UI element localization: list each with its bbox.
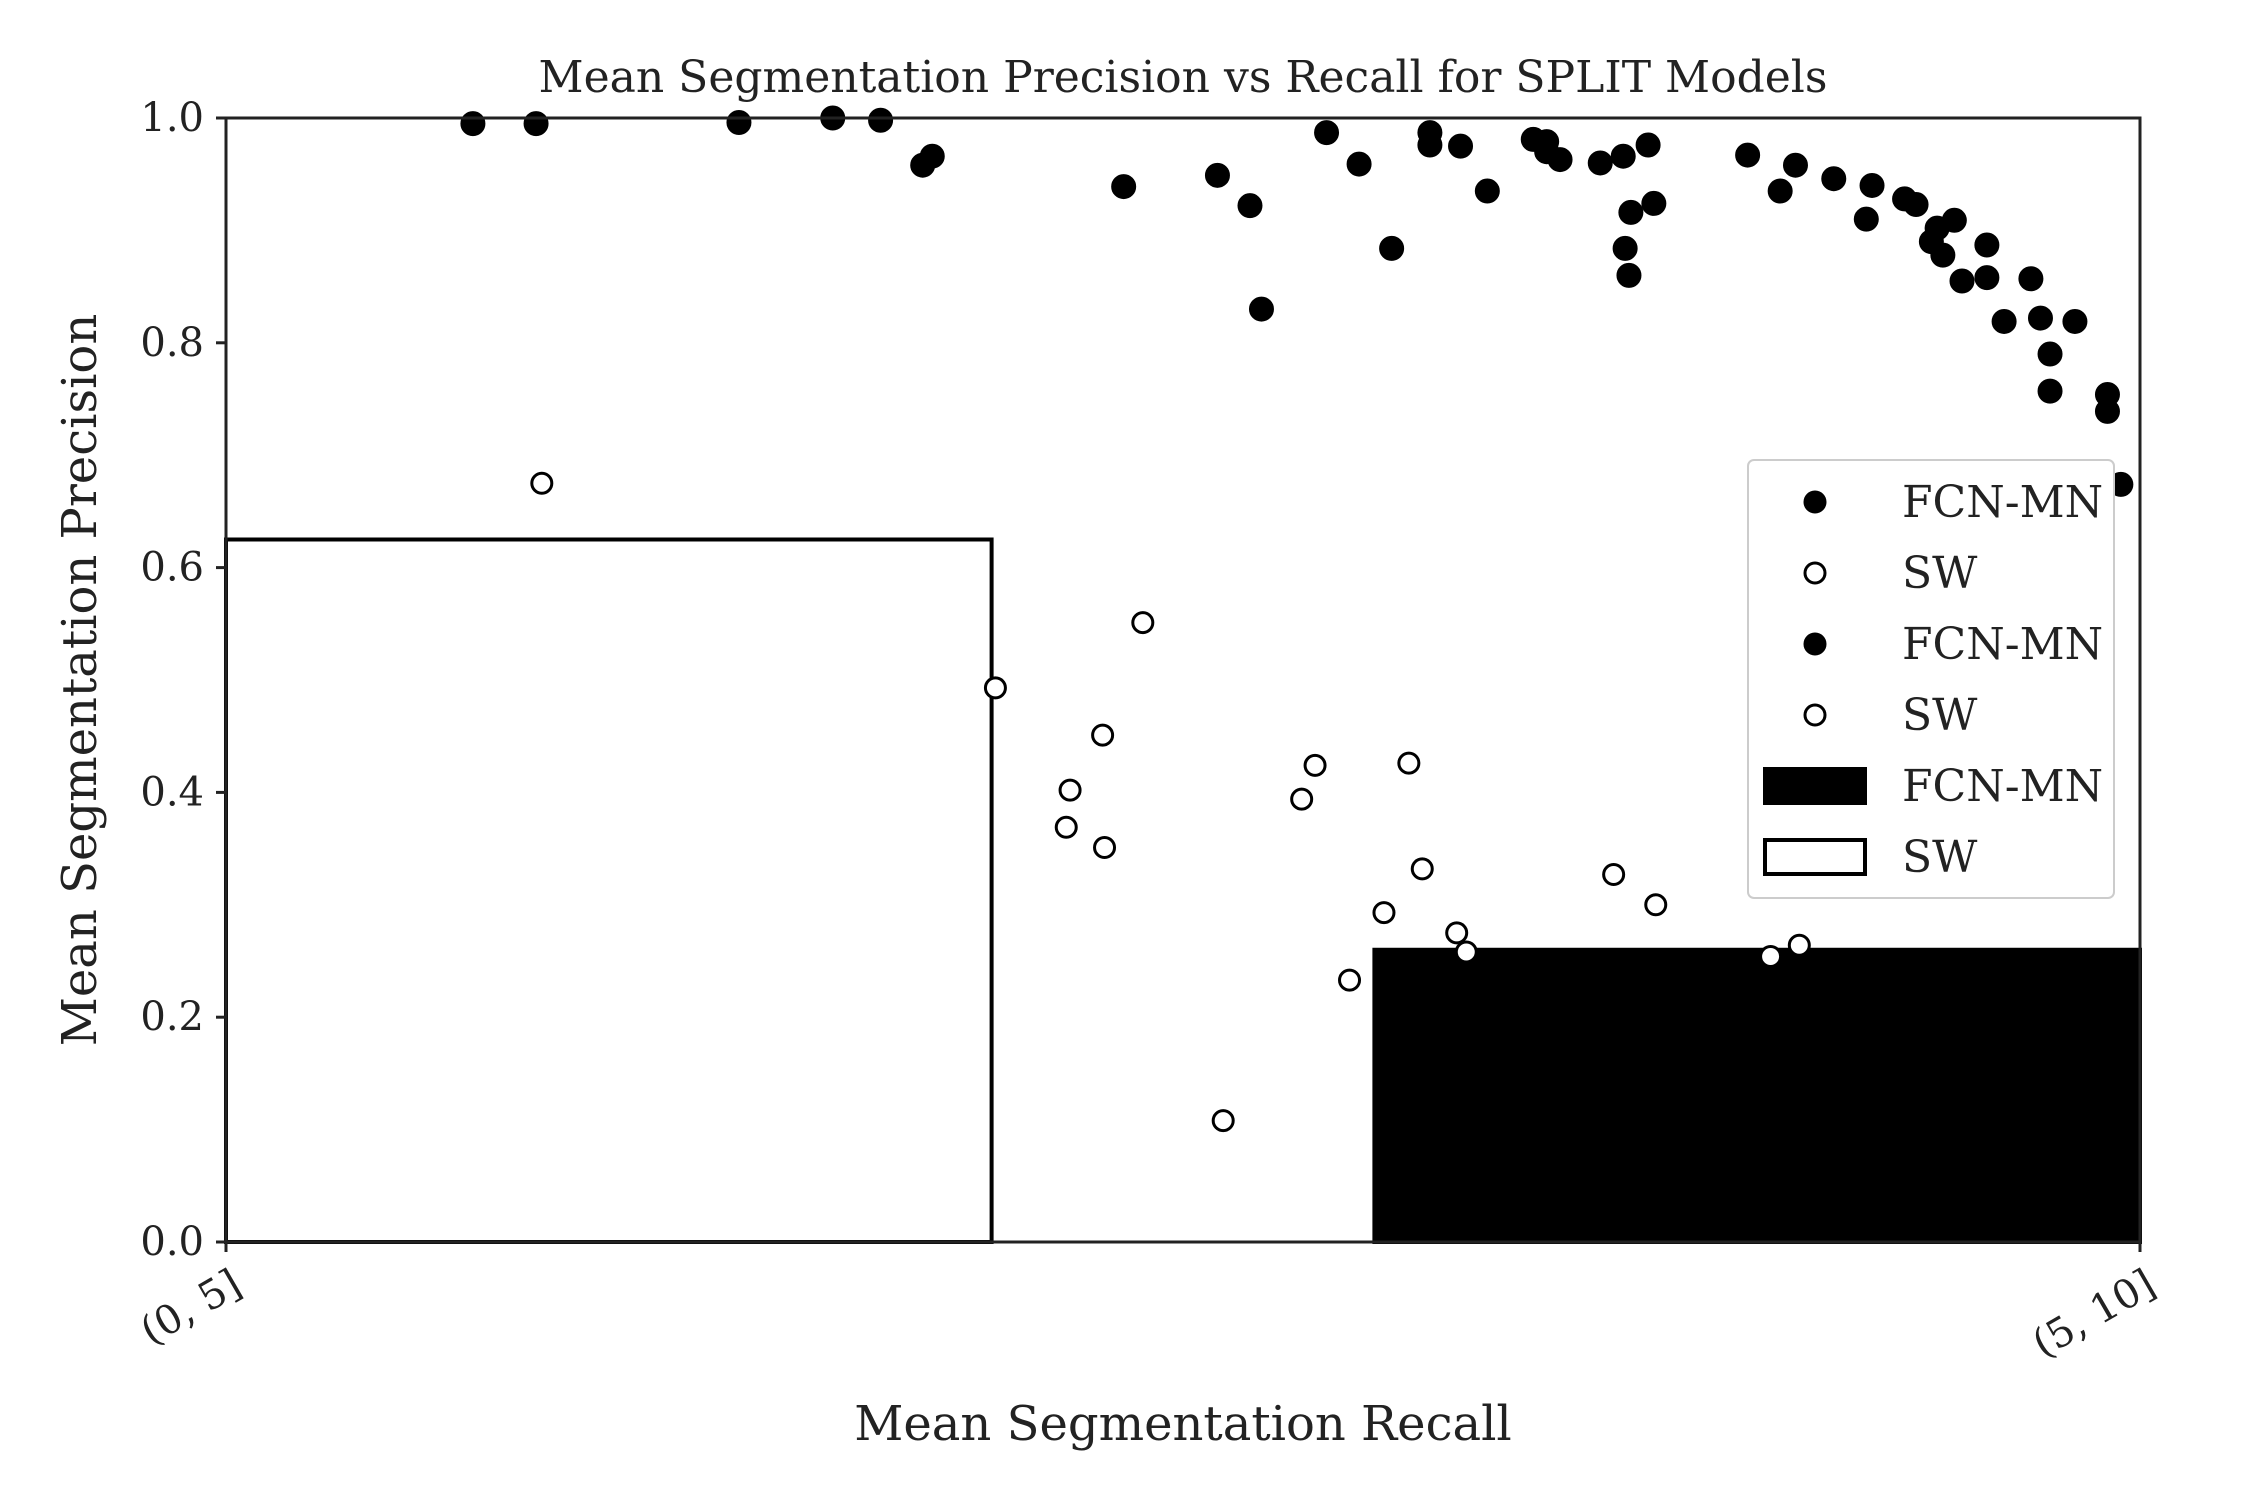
fcn-mn-point bbox=[2027, 305, 2053, 331]
fcn-mn-point bbox=[1949, 268, 1975, 294]
sw-point bbox=[1211, 1109, 1235, 1133]
sw-point bbox=[1091, 723, 1115, 747]
fcn-mn-point bbox=[919, 143, 945, 169]
fcn-mn-point bbox=[1941, 207, 1967, 233]
y-axis-ticks: 0.0 0.2 0.4 0.6 0.8 1.0 bbox=[140, 95, 226, 1265]
legend-label: SW bbox=[1902, 832, 1978, 883]
x-axis-label: Mean Segmentation Recall bbox=[854, 1396, 1512, 1452]
legend-marker bbox=[1803, 703, 1827, 727]
fcn-mn-point bbox=[1641, 190, 1667, 216]
y-tick-label: 0.6 bbox=[140, 545, 204, 591]
fcn-mn-point bbox=[1610, 143, 1636, 169]
fcn-mn-point bbox=[1735, 142, 1761, 168]
fcn-mn-point bbox=[1547, 147, 1573, 173]
y-tick-label: 0.4 bbox=[140, 769, 204, 815]
sw-point bbox=[1445, 921, 1469, 945]
sw-point bbox=[1058, 778, 1082, 802]
fcn-mn-point bbox=[523, 111, 549, 137]
legend-label: SW bbox=[1902, 690, 1978, 741]
legend-label: FCN-MN bbox=[1902, 761, 2103, 812]
fcn-mn-point bbox=[1930, 242, 1956, 268]
fcn-mn-point bbox=[2062, 308, 2088, 334]
fcn-mn-point bbox=[2037, 341, 2063, 367]
fcn-mn-point bbox=[1974, 232, 2000, 258]
fcn-mn-point bbox=[2037, 378, 2063, 404]
sw-point bbox=[1054, 815, 1078, 839]
sw-point bbox=[1454, 940, 1478, 964]
fcn-mn-point bbox=[1474, 178, 1500, 204]
y-tick-label: 0.0 bbox=[140, 1219, 204, 1265]
sw-point bbox=[1290, 787, 1314, 811]
sw-point bbox=[1093, 835, 1117, 859]
fcn-mn-point bbox=[1237, 193, 1263, 219]
y-axis-label: Mean Segmentation Precision bbox=[52, 314, 108, 1047]
legend-marker bbox=[1803, 490, 1827, 514]
plot-frame bbox=[224, 116, 2142, 1244]
y-tick-label: 1.0 bbox=[140, 95, 204, 141]
fcn-mn-point bbox=[1782, 152, 1808, 178]
sw-point bbox=[530, 471, 554, 495]
fcn-mn-point bbox=[1417, 132, 1443, 158]
y-tick-label: 0.2 bbox=[140, 994, 204, 1040]
sw-point bbox=[1303, 753, 1327, 777]
legend-label: FCN-MN bbox=[1902, 619, 2103, 670]
fcn-mn-point bbox=[1248, 296, 1274, 322]
fcn-mn-point bbox=[726, 109, 752, 135]
sw-point bbox=[983, 676, 1007, 700]
legend-items: FCN-MN SW FCN-MN SW FCN-MN SW bbox=[1763, 477, 2103, 883]
fcn-mn-point bbox=[1448, 133, 1474, 159]
fcn-mn-point bbox=[1903, 192, 1929, 218]
legend: FCN-MN SW FCN-MN SW FCN-MN SW bbox=[1747, 459, 2115, 899]
bar-sw bbox=[224, 537, 994, 1244]
fcn-mn-point bbox=[1635, 132, 1661, 158]
fcn-mn-point bbox=[1618, 199, 1644, 225]
legend-patch bbox=[1763, 838, 1867, 876]
legend-label: SW bbox=[1902, 548, 1978, 599]
fcn-mn-point bbox=[1859, 172, 1885, 198]
chart-title: Mean Segmentation Precision vs Recall fo… bbox=[539, 52, 1828, 103]
fcn-mn-point bbox=[1111, 174, 1137, 200]
fcn-mn-point bbox=[1379, 235, 1405, 261]
sw-point bbox=[1410, 857, 1434, 881]
bar-fcn-mn bbox=[1372, 947, 2142, 1244]
fcn-mn-point bbox=[1314, 120, 1340, 146]
sw-point bbox=[1338, 968, 1362, 992]
fcn-mn-point bbox=[1346, 151, 1372, 177]
fcn-mn-point bbox=[1204, 162, 1230, 188]
sw-point bbox=[1397, 751, 1421, 775]
fcn-mn-point bbox=[2018, 266, 2044, 292]
fcn-mn-point bbox=[1767, 178, 1793, 204]
legend-marker bbox=[1803, 561, 1827, 585]
fcn-mn-point bbox=[1991, 308, 2017, 334]
sw-point bbox=[1787, 933, 1811, 957]
legend-label: FCN-MN bbox=[1902, 477, 2103, 528]
legend-patch bbox=[1763, 767, 1867, 805]
bars-layer bbox=[224, 537, 2142, 1244]
fcn-mn-point bbox=[1821, 166, 1847, 192]
fcn-mn-point bbox=[1974, 265, 2000, 291]
sw-point bbox=[1602, 862, 1626, 886]
fcn-mn-point bbox=[460, 111, 486, 137]
fcn-mn-point bbox=[1612, 235, 1638, 261]
fcn-mn-point bbox=[868, 107, 894, 133]
sw-point bbox=[1644, 893, 1668, 917]
fcn-mn-point bbox=[2094, 398, 2120, 424]
fcn-mn-point bbox=[1853, 206, 1879, 232]
sw-point bbox=[1372, 901, 1396, 925]
y-tick-label: 0.8 bbox=[140, 320, 204, 366]
sw-point bbox=[1131, 611, 1155, 635]
fcn-mn-point bbox=[1587, 150, 1613, 176]
legend-marker bbox=[1803, 632, 1827, 656]
sw-point bbox=[1759, 945, 1783, 969]
fcn-mn-point bbox=[1616, 262, 1642, 288]
